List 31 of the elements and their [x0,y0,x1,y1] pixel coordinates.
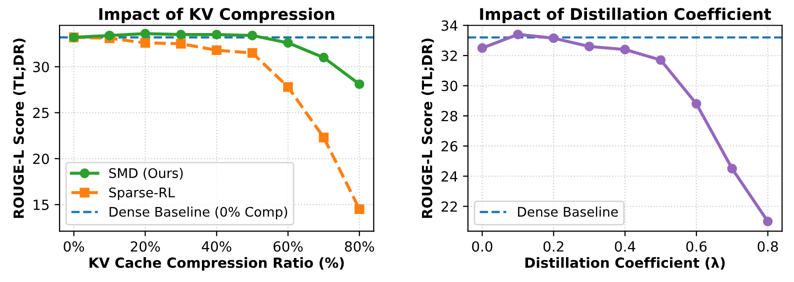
legend-label: Dense Baseline [518,206,618,217]
x-tick-label: 60% [274,241,303,252]
x-tick-label: 20% [130,241,160,252]
y-tick-label: 34 [442,20,458,31]
x-tick-label: 0.4 [614,241,636,252]
y-tick-label: 26 [442,141,458,152]
x-tick-label: 0% [64,241,84,252]
y-tick-label: 25 [33,108,49,118]
x-tick-label: 40% [202,241,232,252]
y-tick-label: 28 [442,110,458,122]
legend-label: Sparse-RL [109,187,175,200]
y-tick-label: 32 [442,50,457,62]
y-tick-label: 20 [33,154,49,164]
chart-title: Impact of Distillation Coefficient [480,8,772,24]
y-tick-label: 15 [34,200,49,210]
x-tick-label: 80% [344,241,374,252]
y-tick-label: 22 [442,201,457,212]
legend-label: Dense Baseline (0% Comp) [110,206,288,220]
y-axis-title: ROUGE-L Score (TL;DR) [13,38,26,218]
legend-label: SMD (Ours) [109,168,183,180]
y-axis-title: ROUGE-L Score (TL;DR) [422,38,434,218]
x-axis-title: Distillation Coefficient (λ) [525,257,725,270]
x-tick-label: 0.6 [686,241,707,252]
x-axis-title: KV Cache Compression Ratio (%) [90,257,344,271]
x-tick-label: 0.0 [472,241,492,252]
y-tick-label: 24 [442,171,458,182]
chart-title: Impact of KV Compression [99,8,334,24]
y-tick-label: 30 [33,62,49,72]
x-tick-label: 0.8 [758,241,778,252]
x-tick-label: 0.2 [543,241,564,252]
y-tick-label: 30 [442,80,458,92]
